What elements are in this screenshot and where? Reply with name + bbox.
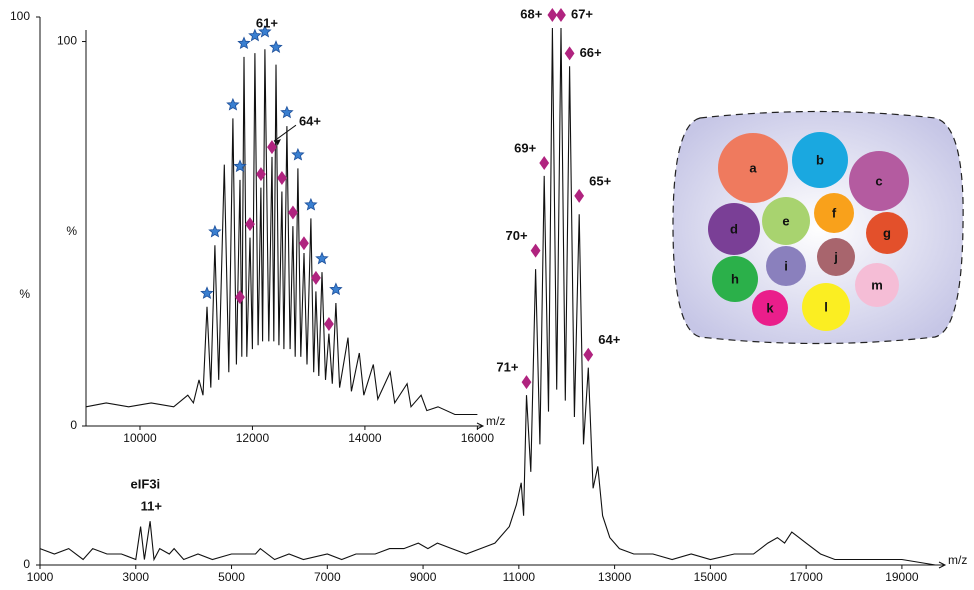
x-tick-label: 15000: [694, 570, 728, 584]
subunit-label: l: [824, 299, 828, 314]
spectrum-line: [86, 49, 477, 414]
subunit-label: i: [784, 258, 788, 273]
peak-label: 71+: [496, 360, 518, 375]
peak-label: 67+: [571, 6, 593, 21]
annotation-arrow: [274, 125, 296, 141]
x-tick-label: 3000: [122, 570, 149, 584]
y-tick-label: 0: [70, 418, 77, 432]
annotation: 11+: [141, 499, 163, 514]
star-marker: [249, 30, 260, 41]
y-axis-label: %: [66, 224, 77, 238]
diamond-marker: [531, 244, 541, 258]
star-marker: [270, 41, 282, 52]
subunit-label: j: [833, 249, 838, 264]
star-marker: [305, 199, 316, 210]
peak-label: 68+: [520, 6, 542, 21]
subunit-label: d: [730, 221, 738, 236]
annotation: eIF3i: [131, 477, 161, 492]
diamond-marker: [539, 156, 549, 170]
star-marker: [330, 283, 341, 294]
diamond-marker: [299, 236, 309, 250]
x-tick-label: 17000: [789, 570, 823, 584]
x-tick-label: 16000: [461, 431, 495, 445]
figure: 1000300050007000900011000130001500017000…: [0, 0, 974, 585]
diamond-marker: [235, 290, 245, 304]
diamond-marker: [288, 206, 298, 220]
subunit-label: a: [749, 160, 757, 175]
x-axis-label: m/z: [486, 414, 505, 428]
peak-label: 69+: [514, 140, 536, 155]
diamond-marker: [277, 171, 287, 185]
x-tick-label: 1000: [27, 570, 54, 584]
subunit-label: k: [766, 300, 774, 315]
x-tick-label: 19000: [885, 570, 919, 584]
subunit-label: b: [816, 152, 824, 167]
peak-label: 65+: [589, 173, 611, 188]
x-tick-label: 11000: [503, 570, 536, 584]
star-marker: [201, 287, 213, 298]
x-tick-label: 13000: [598, 570, 632, 584]
x-axis-label: m/z: [948, 553, 967, 567]
peak-label: 66+: [580, 45, 602, 60]
annotation: 64+: [299, 114, 321, 129]
subunit-label: m: [871, 277, 883, 292]
diamond-marker: [565, 46, 575, 60]
x-tick-label: 9000: [410, 570, 437, 584]
subunit-label: h: [731, 271, 739, 286]
peak-label: 70+: [506, 228, 528, 243]
diamond-marker: [556, 8, 566, 22]
star-marker: [234, 160, 245, 171]
subunit-label: c: [875, 173, 882, 188]
subunit-label: f: [832, 205, 837, 220]
diamond-marker: [574, 189, 584, 203]
x-tick-label: 7000: [314, 570, 341, 584]
x-tick-label: 10000: [123, 431, 157, 445]
x-tick-label: 12000: [236, 431, 270, 445]
diamond-marker: [522, 375, 532, 389]
star-marker: [238, 37, 249, 48]
x-tick-label: 5000: [218, 570, 245, 584]
star-marker: [209, 226, 220, 237]
diamond-marker: [324, 317, 334, 331]
peak-label: 64+: [598, 332, 620, 347]
diamond-marker: [583, 348, 593, 362]
star-marker: [227, 99, 238, 110]
y-axis-label: %: [19, 287, 30, 301]
star-marker: [281, 107, 292, 118]
annotation: 61+: [256, 15, 278, 30]
y-tick-label: 100: [57, 34, 77, 48]
x-tick-label: 14000: [348, 431, 382, 445]
subunit-label: g: [883, 225, 891, 240]
y-tick-label: 0: [23, 557, 30, 571]
y-tick-label: 100: [10, 9, 30, 23]
star-marker: [316, 253, 328, 264]
diamond-marker: [547, 8, 557, 22]
star-marker: [292, 149, 303, 160]
subunit-label: e: [782, 213, 789, 228]
